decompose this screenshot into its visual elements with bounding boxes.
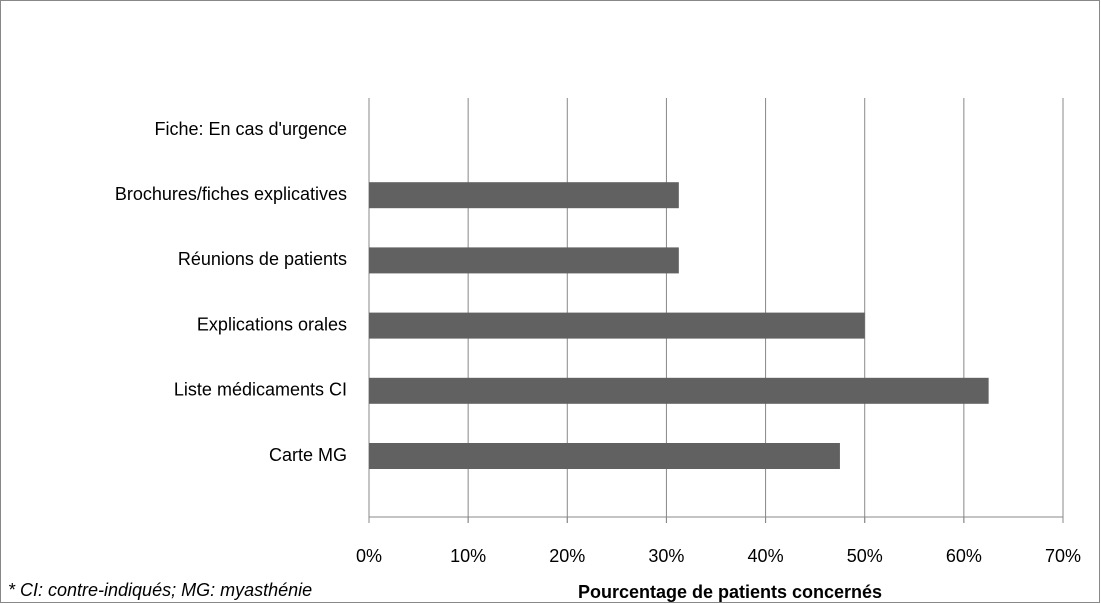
bar: [369, 182, 679, 209]
x-tick-label: 60%: [946, 546, 982, 566]
x-tick-label: 40%: [748, 546, 784, 566]
x-tick-label: 10%: [450, 546, 486, 566]
x-tick-label: 30%: [648, 546, 684, 566]
bar: [369, 312, 865, 339]
footnote: * CI: contre-indiqués; MG: myasthénie: [8, 580, 312, 600]
bar: [369, 247, 679, 274]
y-tick-label: Réunions de patients: [178, 249, 347, 269]
x-axis-title: Pourcentage de patients concernés: [578, 582, 882, 602]
x-tick-label: 20%: [549, 546, 585, 566]
y-tick-label: Fiche: En cas d'urgence: [154, 119, 347, 139]
y-tick-label: Liste médicaments CI: [174, 380, 347, 400]
bar: [369, 443, 840, 469]
x-tick-label: 70%: [1045, 546, 1081, 566]
y-tick-label: Brochures/fiches explicatives: [115, 184, 347, 204]
x-tick-label: 50%: [847, 546, 883, 566]
bar: [369, 377, 989, 404]
y-tick-label: Carte MG: [269, 445, 347, 465]
y-tick-label: Explications orales: [197, 314, 347, 334]
x-tick-label: 0%: [356, 546, 382, 566]
